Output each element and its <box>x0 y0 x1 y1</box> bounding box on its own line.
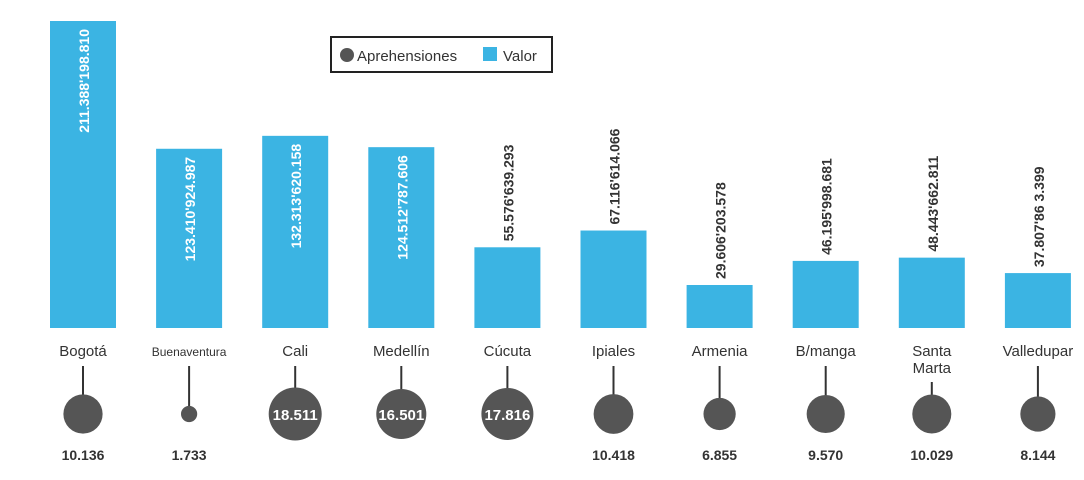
legend-label-valor: Valor <box>503 48 537 65</box>
aprehension-circle <box>63 394 103 434</box>
bar-valor <box>262 135 329 328</box>
bar-valor <box>50 21 116 328</box>
bar-value-label: 124.512'787.606 <box>394 155 410 260</box>
aprehension-circle <box>376 388 427 440</box>
legend-square-icon <box>483 47 497 61</box>
bar-valor <box>368 147 435 328</box>
aprehension-circle <box>703 397 736 431</box>
aprehension-circle <box>593 394 634 434</box>
aprehension-circle <box>180 405 198 423</box>
aprehension-value-label: 6.855 <box>702 447 737 463</box>
legend-circle-icon <box>340 48 354 62</box>
chart-marks: 211.388'198.810 Bogotá 10.136 123.410'924.9… <box>50 21 1073 463</box>
category-label: Medellín <box>373 343 430 360</box>
category-label: Armenia <box>692 343 749 360</box>
bar-value-label: 29.606'203.578 <box>713 182 729 279</box>
bar-valor <box>686 285 753 328</box>
bar-value-label: 55.576'639.293 <box>500 144 516 241</box>
bar-valor <box>474 247 541 328</box>
aprehension-value-label: 10.029 <box>910 447 953 463</box>
bar-valor <box>1004 273 1071 328</box>
aprehension-value-label: 18.511 <box>273 407 318 424</box>
category-label: Cúcuta <box>484 343 532 360</box>
bar-valor <box>580 230 647 328</box>
bar-value-label: 48.443'662.811 <box>925 155 941 251</box>
bar-value-label: 132.313'620.158 <box>288 144 304 249</box>
category-label: Bogotá <box>59 343 107 360</box>
aprehension-value-label: 10.136 <box>62 447 105 463</box>
bar-value-label: 123.410'924.987 <box>182 157 198 262</box>
aprehension-circle <box>806 394 845 434</box>
aprehension-circle <box>481 388 534 440</box>
aprehension-value-label: 16.501 <box>378 407 424 424</box>
aprehension-value-label: 8.144 <box>1020 447 1055 463</box>
aprehension-value-label: 10.418 <box>592 447 635 463</box>
aprehension-circle <box>268 387 322 441</box>
category-label: Cali <box>282 343 308 360</box>
bar-value-label: 46.195'998.681 <box>819 158 835 255</box>
aprehension-circle <box>912 394 952 434</box>
category-label: Santa Marta <box>912 343 952 377</box>
category-label: Buenaventura <box>152 345 227 359</box>
category-label: Ipiales <box>592 343 635 360</box>
aprehension-value-label: 17.816 <box>484 407 530 424</box>
legend-box <box>330 36 553 73</box>
bar-value-label: 67.116'614.066 <box>607 128 623 224</box>
legend: Aprehensiones Valor <box>330 36 553 73</box>
bar-valor <box>156 148 223 328</box>
legend-label-aprehensiones: Aprehensiones <box>357 48 457 65</box>
aprehension-circle <box>1020 396 1056 432</box>
bar-value-label: 211.388'198.810 <box>76 29 92 133</box>
aprehension-value-label: 1.733 <box>172 447 207 463</box>
bar-valor <box>792 260 859 328</box>
bar-value-label: 37.807'86 3.399 <box>1031 166 1047 267</box>
category-label: Valledupar <box>1003 343 1074 360</box>
aprehension-value-label: 9.570 <box>808 447 843 463</box>
category-label: B/manga <box>796 343 857 360</box>
bar-valor <box>898 257 965 328</box>
